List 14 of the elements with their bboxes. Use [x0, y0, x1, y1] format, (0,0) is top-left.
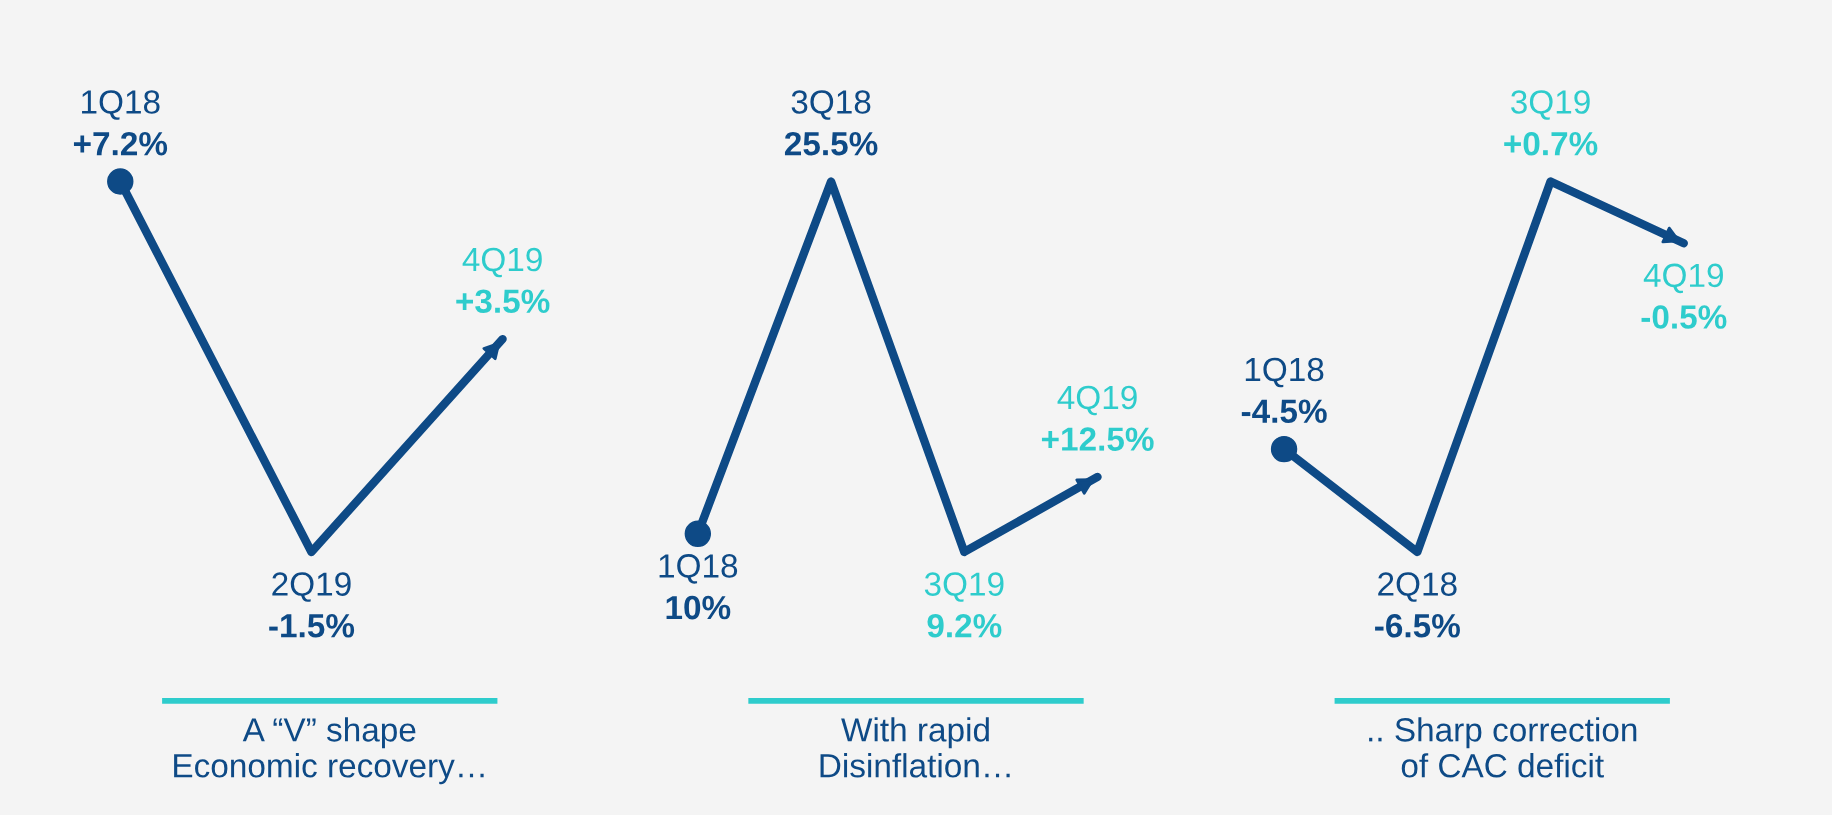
data-label: 1Q18 +7.2%: [73, 90, 168, 156]
data-label: 1Q18 -4.5%: [1241, 357, 1327, 424]
data-label: 4Q19 +3.5%: [456, 247, 550, 314]
data-label: 3Q19 +0.7%: [1504, 90, 1598, 156]
data-label: 4Q19 +12.5%: [1041, 385, 1154, 451]
x-axis-title: .. Sharp correction of CAC deficit: [1369, 717, 1637, 778]
data-label: 3Q19 9.2%: [924, 572, 1004, 638]
data-label: 2Q18 -6.5%: [1375, 572, 1460, 638]
x-axis-title: A “V” shape Economic recovery…: [174, 717, 484, 785]
data-label: 2Q19 -1.5%: [269, 572, 355, 638]
data-label: 4Q19 -0.5%: [1641, 263, 1727, 329]
x-axis-title: With rapid Disinflation…: [820, 717, 1010, 778]
data-label: 1Q18 10%: [659, 554, 738, 620]
data-label: 3Q18 25.5%: [784, 90, 878, 156]
